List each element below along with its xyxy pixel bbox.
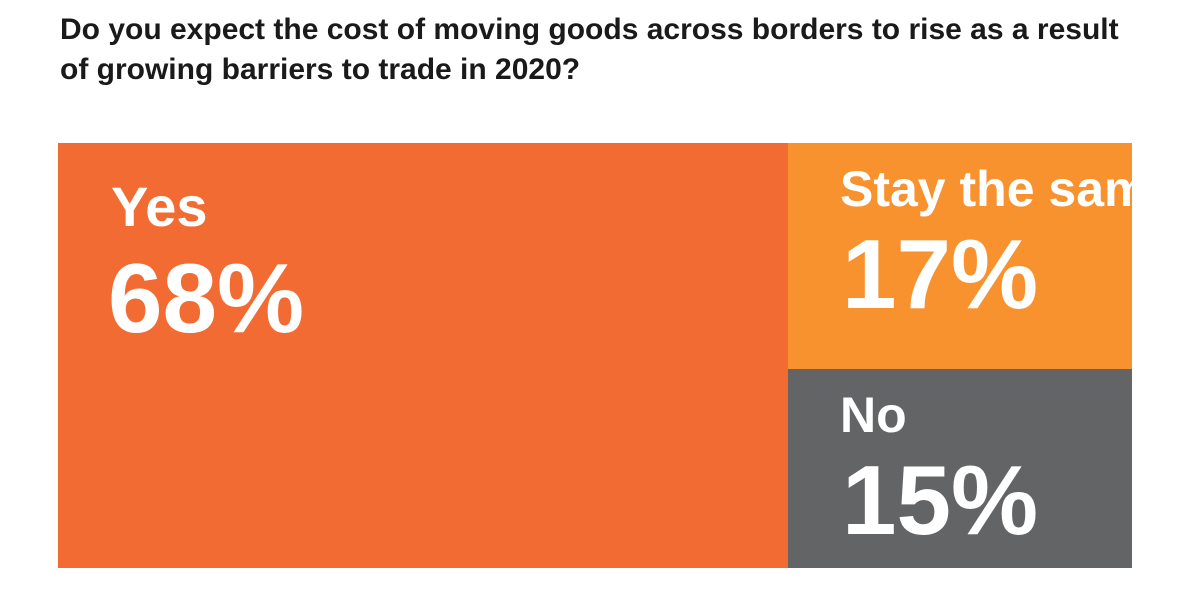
tile-value-yes: 68%	[108, 243, 305, 353]
tile-label-yes: Yes	[111, 175, 208, 238]
chart-title: Do you expect the cost of moving goods a…	[60, 13, 1119, 86]
tile-no: No 15%	[788, 369, 1132, 568]
tile-value-no: 15%	[842, 445, 1039, 555]
tile-value-stay-the-same: 17%	[842, 219, 1039, 329]
tile-yes: Yes 68%	[58, 143, 788, 568]
tile-label-stay-the-same: Stay the same	[840, 161, 1132, 217]
tile-stay-the-same: Stay the same17%	[788, 143, 1132, 369]
tile-label-no: No	[840, 387, 907, 443]
